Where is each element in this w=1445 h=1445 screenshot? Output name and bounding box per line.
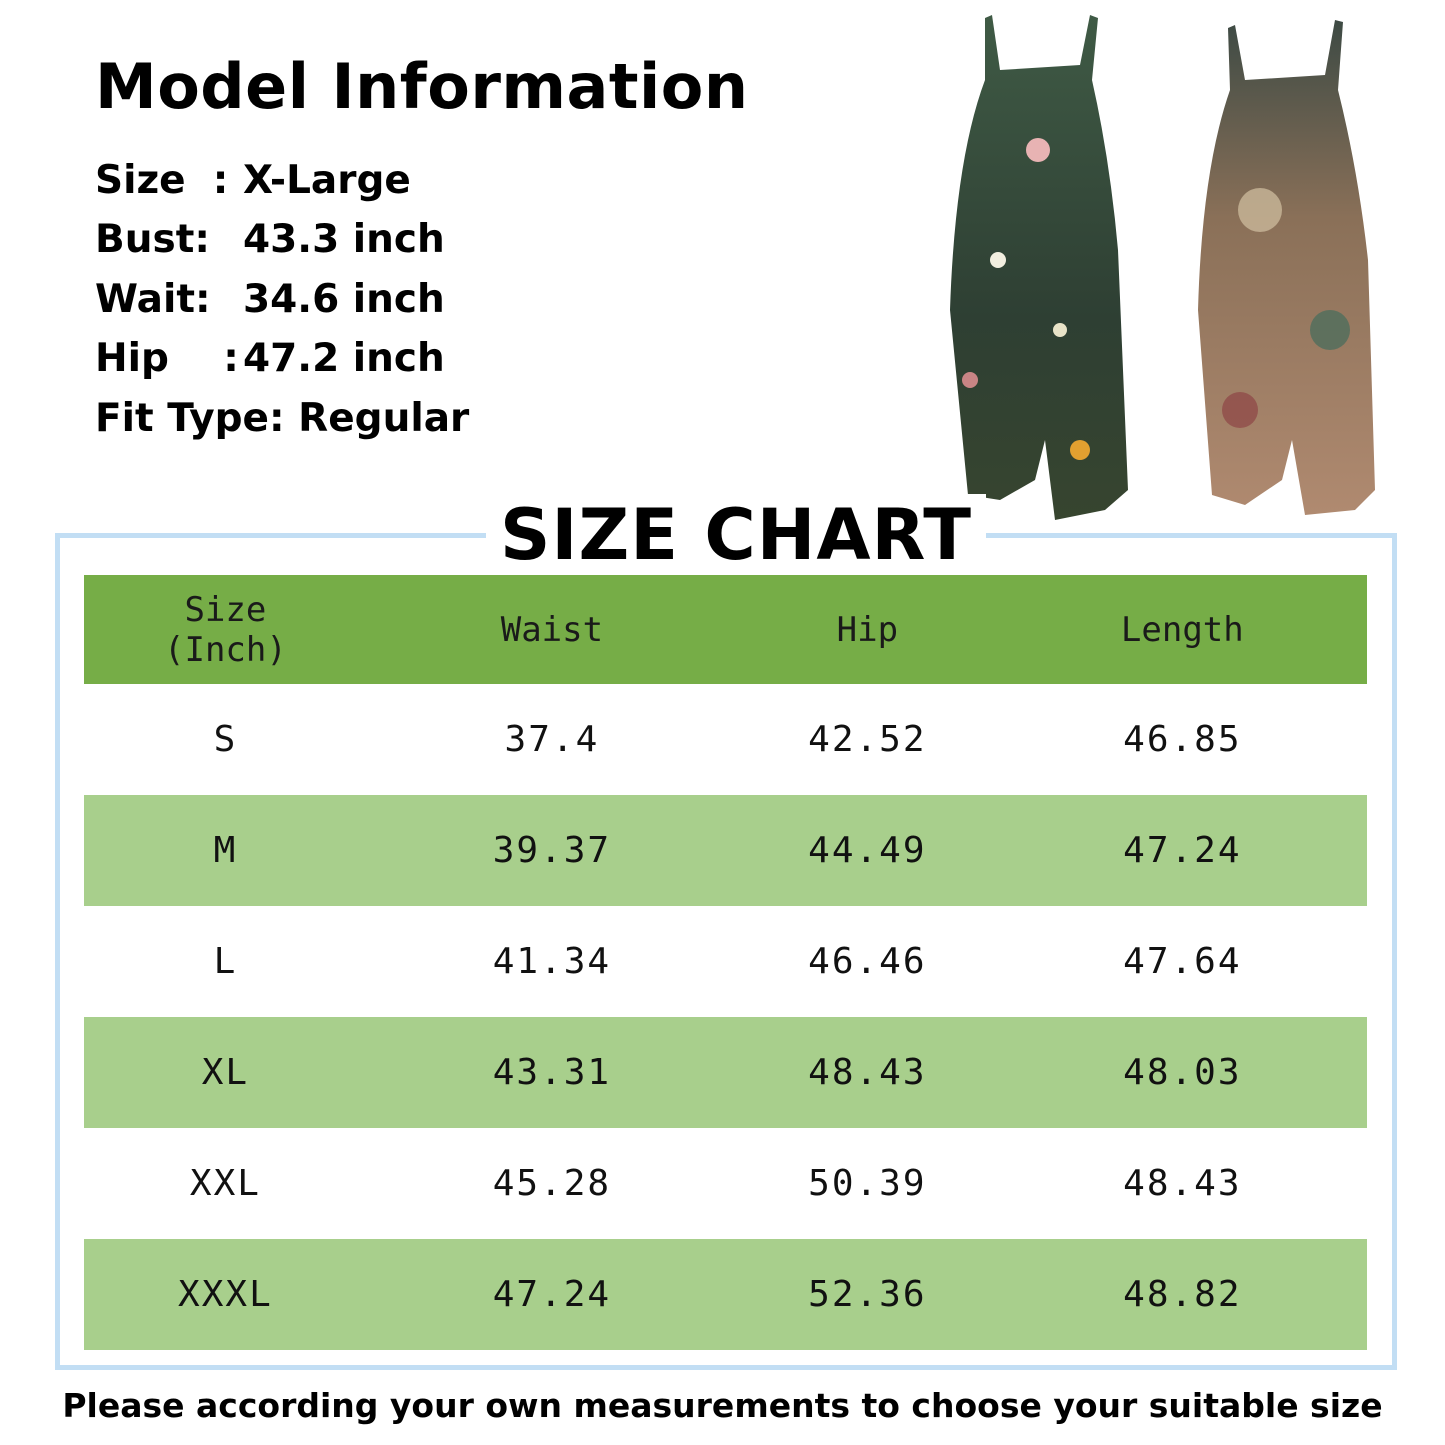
cell-waist: 39.37: [366, 795, 737, 906]
value: 43.3 inch: [243, 217, 445, 262]
model-hip-row: Hip :47.2 inch: [95, 336, 445, 381]
cell-length: 48.82: [997, 1239, 1367, 1350]
cell-size: XXXL: [84, 1239, 367, 1350]
cell-size: XXL: [189, 1163, 261, 1204]
product-image-floral-green: [950, 15, 1128, 520]
cell-hip: 48.43: [736, 1017, 998, 1128]
cell-waist: 41.34: [492, 941, 612, 982]
table-row: XXXL 47.24 52.36 48.82: [84, 1239, 1367, 1350]
header-hip: Hip: [736, 575, 998, 684]
cell-waist: 47.24: [366, 1239, 737, 1350]
cell-length: 48.03: [997, 1017, 1367, 1128]
value: X-Large: [243, 158, 411, 203]
model-waist-row: Wait: 34.6 inch: [95, 277, 445, 322]
value: 34.6 inch: [243, 277, 445, 322]
label: Size :: [95, 158, 229, 203]
footer-note: Please according your own measurements t…: [62, 1386, 1383, 1425]
product-image-leaf-print: [1198, 20, 1375, 515]
size-chart-title: SIZE CHART: [486, 494, 987, 576]
table-row: XL 43.31 48.43 48.03: [84, 1017, 1367, 1128]
cell-waist: 45.28: [492, 1163, 612, 1204]
table-header-row: Size (Inch) Waist Hip Length: [84, 575, 1367, 684]
cell-hip: 50.39: [808, 1163, 927, 1204]
cell-hip: 46.46: [808, 941, 927, 982]
label: Bust:: [95, 217, 210, 262]
header-size: Size (Inch): [84, 575, 367, 684]
header-length: Length: [997, 575, 1367, 684]
model-size-row: Size : X-Large: [95, 158, 411, 203]
cell-hip: 44.49: [736, 795, 998, 906]
cell-size: XL: [84, 1017, 367, 1128]
cell-waist: 37.4: [504, 719, 600, 760]
table-row: S 37.4 42.52 46.85: [84, 684, 1367, 795]
cell-length: 47.24: [997, 795, 1367, 906]
cell-length: 46.85: [1123, 719, 1242, 760]
cell-size: L: [213, 941, 238, 982]
model-info-title: Model Information: [95, 50, 749, 123]
table-row: M 39.37 44.49 47.24: [84, 795, 1367, 906]
label: Fit Type:: [95, 396, 285, 441]
model-fit-row: Fit Type: Regular: [95, 396, 469, 441]
cell-size: M: [84, 795, 367, 906]
cell-hip: 52.36: [736, 1239, 998, 1350]
cell-length: 48.43: [1123, 1163, 1242, 1204]
label: Hip :: [95, 336, 239, 381]
table-row: XXL 45.28 50.39 48.43: [84, 1128, 1367, 1239]
value: Regular: [298, 396, 470, 441]
cell-size: S: [213, 719, 238, 760]
cell-length: 47.64: [1123, 941, 1242, 982]
value: 47.2 inch: [243, 336, 445, 381]
header-waist: Waist: [366, 575, 737, 684]
label: Wait:: [95, 277, 211, 322]
model-bust-row: Bust: 43.3 inch: [95, 217, 445, 262]
table-row: L 41.34 46.46 47.64: [84, 906, 1367, 1017]
cell-waist: 43.31: [366, 1017, 737, 1128]
size-chart-table: Size (Inch) Waist Hip Length S 37.4 42.52 4…: [84, 575, 1367, 1350]
cell-hip: 42.52: [808, 719, 927, 760]
